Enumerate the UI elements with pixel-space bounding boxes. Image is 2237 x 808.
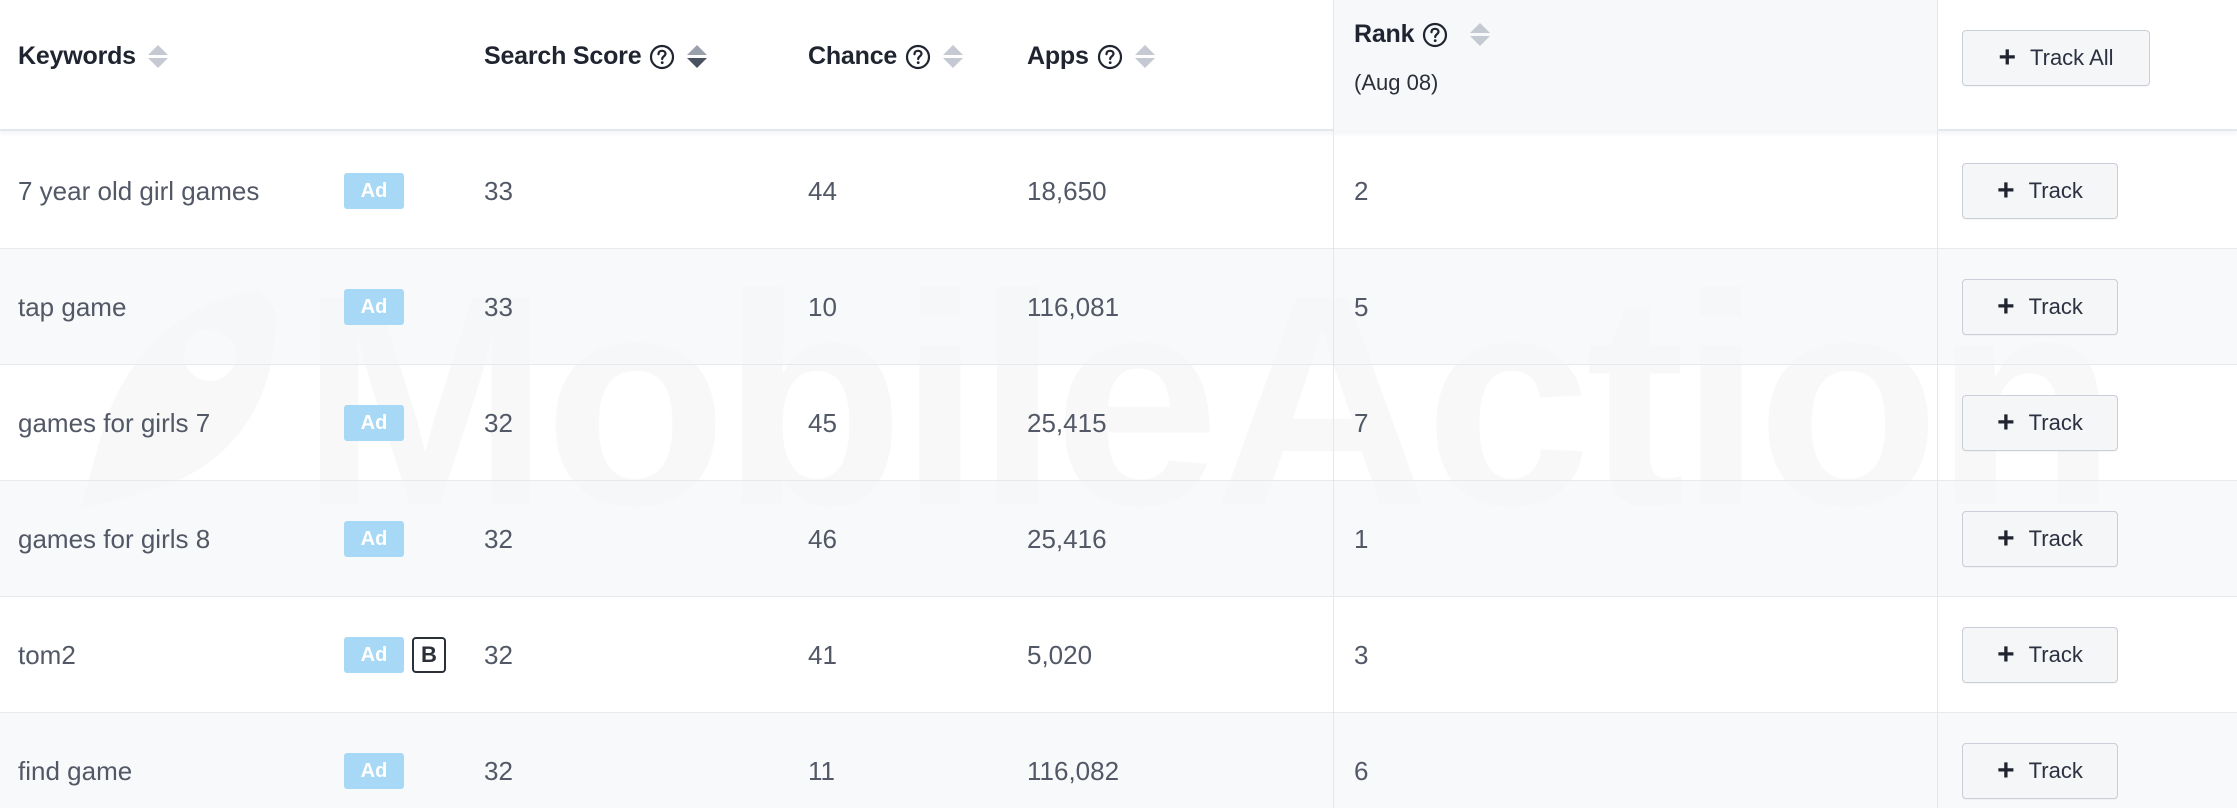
search-score-cell: 32	[484, 639, 513, 670]
rank-date: (Aug 08)	[1354, 70, 1439, 95]
ad-badge: Ad	[344, 173, 404, 209]
track-label: Track	[2028, 526, 2083, 551]
plus-icon: +	[1997, 174, 2015, 207]
plus-icon: +	[1997, 522, 2015, 555]
chance-cell: 45	[808, 407, 837, 438]
ad-badge: Ad	[344, 753, 404, 789]
ad-badge: Ad	[344, 521, 404, 557]
track-button[interactable]: + Track	[1962, 279, 2118, 335]
rank-column-background	[1333, 0, 1937, 131]
chance-cell: 41	[808, 639, 837, 670]
rank-cell: 7	[1354, 407, 1369, 438]
chance-cell: 11	[808, 755, 835, 786]
header-keywords[interactable]: Keywords	[18, 42, 168, 71]
keyword-cell[interactable]: games for girls 8	[18, 523, 211, 554]
track-button[interactable]: + Track	[1962, 511, 2118, 567]
plus-icon: +	[1997, 638, 2015, 671]
help-icon[interactable]	[905, 44, 931, 70]
track-button[interactable]: + Track	[1962, 627, 2118, 683]
sort-icon[interactable]	[1470, 23, 1491, 46]
chance-cell: 46	[808, 523, 837, 554]
sort-icon[interactable]	[1134, 45, 1155, 68]
header-keywords-label: Keywords	[18, 42, 136, 70]
rank-cell: 5	[1354, 291, 1369, 322]
rank-cell: 1	[1354, 523, 1369, 554]
header-apps-label: Apps	[1027, 42, 1089, 70]
apps-cell: 18,650	[1027, 175, 1107, 206]
apps-cell: 5,020	[1027, 639, 1093, 670]
b-badge: B	[412, 637, 446, 673]
track-button[interactable]: + Track	[1962, 163, 2118, 219]
header-apps[interactable]: Apps	[1027, 42, 1155, 71]
column-divider	[1333, 0, 1334, 808]
keyword-cell[interactable]: find game	[18, 755, 133, 786]
header-chance-label: Chance	[808, 42, 898, 70]
track-button[interactable]: + Track	[1962, 743, 2118, 799]
search-score-cell: 32	[484, 755, 513, 786]
rank-cell: 2	[1354, 175, 1369, 206]
keyword-cell[interactable]: 7 year old girl games	[18, 175, 260, 206]
track-label: Track	[2028, 178, 2083, 203]
search-score-cell: 32	[484, 407, 513, 438]
apps-cell: 25,416	[1027, 523, 1107, 554]
rank-cell: 3	[1354, 639, 1369, 670]
table-row: find game Ad 32 11 116,082 6 + Track	[0, 713, 2237, 808]
header-rank[interactable]: Rank	[1354, 20, 1491, 49]
chance-cell: 10	[808, 291, 837, 322]
sort-icon[interactable]	[687, 45, 708, 68]
help-icon[interactable]	[1422, 22, 1448, 48]
header-rank-label: Rank	[1354, 20, 1415, 48]
help-icon[interactable]	[649, 44, 675, 70]
sort-icon[interactable]	[147, 45, 168, 68]
table-row: tom2 Ad B 32 41 5,020 3 + Track	[0, 597, 2237, 713]
ad-badge: Ad	[344, 289, 404, 325]
track-label: Track	[2028, 758, 2083, 783]
plus-icon: +	[1998, 41, 2016, 74]
track-label: Track	[2028, 642, 2083, 667]
ad-badge: Ad	[344, 405, 404, 441]
chance-cell: 44	[808, 175, 837, 206]
table-header: Keywords Search Score Chance Apps R	[0, 0, 2237, 131]
table-row: games for girls 7 Ad 32 45 25,415 7 + Track	[0, 365, 2237, 481]
apps-cell: 116,082	[1027, 755, 1120, 786]
plus-icon: +	[1997, 290, 2015, 323]
table-row: games for girls 8 Ad 32 46 25,416 1 + Track	[0, 481, 2237, 597]
track-button[interactable]: + Track	[1962, 395, 2118, 451]
header-search-score[interactable]: Search Score	[484, 42, 708, 71]
keyword-cell[interactable]: tom2	[18, 639, 76, 670]
header-search-score-label: Search Score	[484, 42, 642, 70]
sort-icon[interactable]	[943, 45, 964, 68]
table-row: 7 year old girl games Ad 33 44 18,650 2 + Track	[0, 133, 2237, 249]
search-score-cell: 32	[484, 523, 513, 554]
ad-badge: Ad	[344, 637, 404, 673]
table-row: tap game Ad 33 10 116,081 5 + Track	[0, 249, 2237, 365]
keyword-cell[interactable]: tap game	[18, 291, 127, 322]
plus-icon: +	[1997, 406, 2015, 439]
apps-cell: 25,415	[1027, 407, 1107, 438]
column-divider	[1937, 0, 1938, 808]
plus-icon: +	[1997, 754, 2015, 787]
track-all-button[interactable]: + Track All	[1962, 30, 2150, 86]
apps-cell: 116,081	[1027, 291, 1120, 322]
header-chance[interactable]: Chance	[808, 42, 964, 71]
keyword-cell[interactable]: games for girls 7	[18, 407, 211, 438]
track-label: Track	[2028, 294, 2083, 319]
search-score-cell: 33	[484, 291, 513, 322]
track-label: Track	[2028, 410, 2083, 435]
search-score-cell: 33	[484, 175, 513, 206]
help-icon[interactable]	[1097, 44, 1123, 70]
track-all-label: Track All	[2030, 45, 2114, 70]
rank-cell: 6	[1354, 755, 1369, 786]
